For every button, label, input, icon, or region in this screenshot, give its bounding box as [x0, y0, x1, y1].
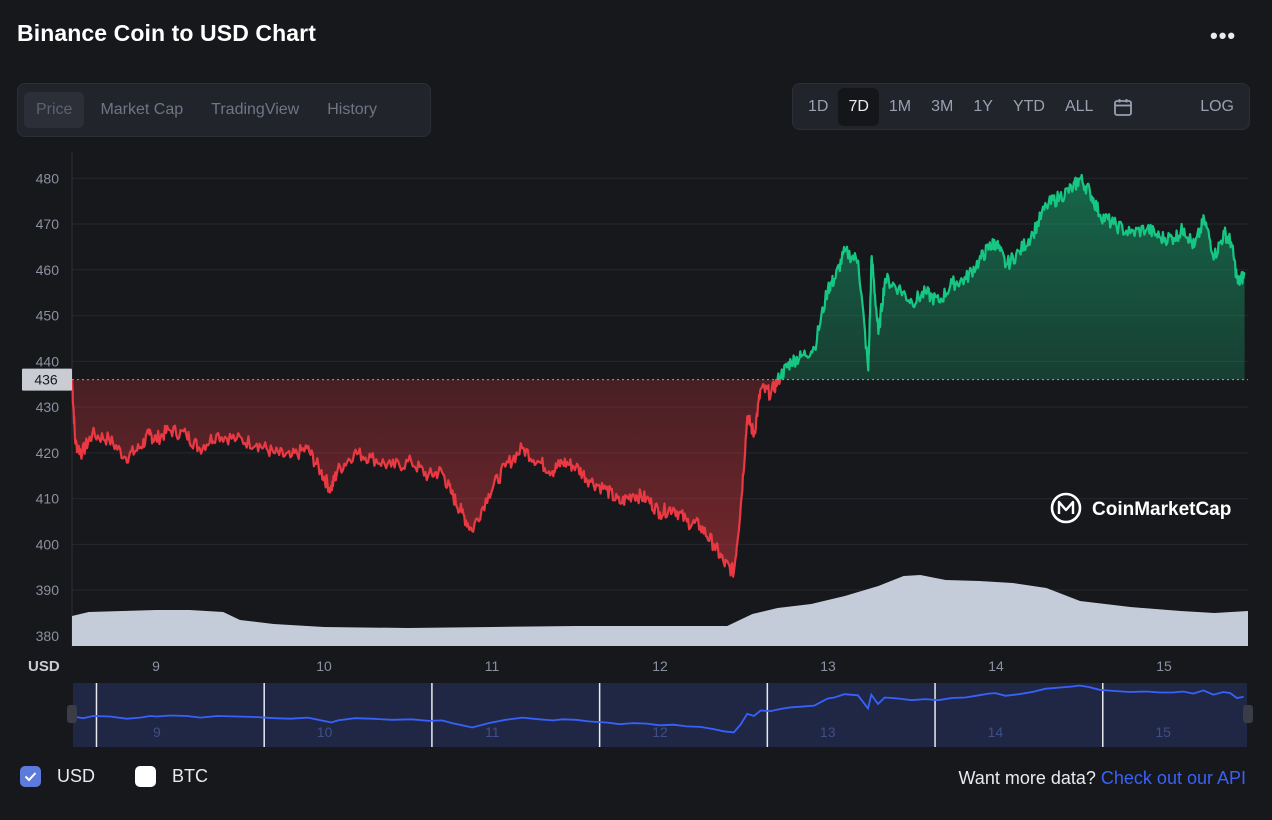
range-7d[interactable]: 7D: [838, 87, 879, 126]
x-tick-14: 14: [988, 658, 1004, 674]
x-tick-13: 13: [820, 658, 836, 674]
navigator-tick-14: 14: [988, 724, 1004, 740]
legend-usd-label: USD: [57, 766, 96, 786]
chart-title: Binance Coin to USD Chart: [17, 20, 316, 46]
price-chart: 380 390 400 410 420 430 440 450 460 470 480 436 US…: [22, 152, 1253, 747]
navigator-tick-15: 15: [1155, 724, 1171, 740]
y-axis-unit-label: USD: [28, 658, 60, 675]
usd-checkbox[interactable]: [20, 766, 41, 787]
navigator-tick-13: 13: [820, 724, 836, 740]
navigator-tick-12: 12: [652, 724, 668, 740]
y-axis: 380 390 400 410 420 430 440 450 460 470 480: [36, 170, 60, 644]
price-series: [70, 173, 1246, 578]
y-tick-440: 440: [36, 353, 60, 369]
x-tick-11: 11: [485, 658, 500, 674]
tab-price[interactable]: Price: [24, 92, 85, 128]
reference-badge: [22, 368, 72, 391]
more-data-prompt: Want more data? Check out our API: [958, 768, 1246, 789]
log-scale-toggle[interactable]: LOG: [1200, 97, 1234, 115]
range-1d[interactable]: 1D: [808, 97, 829, 115]
navigator-background: [73, 683, 1247, 747]
range-1m[interactable]: 1M: [888, 97, 912, 115]
tab-history[interactable]: History: [327, 101, 377, 118]
x-tick-10: 10: [316, 658, 332, 674]
navigator-line: [72, 684, 1244, 734]
volume-area-shape: [72, 575, 1248, 646]
navigator-handle-left[interactable]: [67, 705, 77, 723]
reference-label: 436: [34, 372, 58, 388]
y-tick-420: 420: [36, 445, 60, 461]
range-1y[interactable]: 1Y: [973, 97, 993, 115]
x-tick-9: 9: [152, 658, 160, 674]
y-tick-460: 460: [36, 262, 60, 278]
series-legend: USD BTC: [20, 766, 248, 787]
price-area-down: [72, 379, 781, 577]
y-tick-450: 450: [36, 308, 60, 324]
legend-btc-label: BTC: [172, 766, 209, 786]
tab-tradingview[interactable]: TradingView: [211, 101, 300, 118]
y-tick-400: 400: [36, 536, 60, 552]
price-area-up: [72, 174, 1245, 380]
reference-price: 436: [22, 368, 1248, 391]
calendar-icon[interactable]: [1111, 88, 1135, 126]
watermark-text: CoinMarketCap: [1092, 499, 1231, 520]
check-icon: [24, 772, 37, 782]
range-3m[interactable]: 3M: [931, 97, 954, 115]
navigator-tick-9: 9: [153, 724, 161, 740]
range-navigator[interactable]: 9 10 11 12 13 14 15: [67, 683, 1253, 747]
x-tick-15: 15: [1156, 658, 1172, 674]
api-link[interactable]: Check out our API: [1100, 768, 1246, 788]
range-ytd[interactable]: YTD: [1012, 97, 1045, 115]
y-tick-430: 430: [36, 399, 60, 415]
navigator-tick-10: 10: [317, 724, 333, 740]
chart-type-tabs: Price Market Cap TradingView History: [17, 83, 431, 137]
coinmarketcap-watermark: CoinMarketCap: [1050, 492, 1231, 524]
btc-checkbox[interactable]: [135, 766, 157, 787]
x-tick-12: 12: [652, 658, 668, 674]
legend-usd[interactable]: USD: [20, 766, 95, 787]
y-tick-470: 470: [36, 216, 60, 232]
navigator-tick-11: 11: [485, 724, 500, 740]
navigator-handle-right[interactable]: [1243, 705, 1253, 723]
volume-area: [72, 575, 1248, 646]
price-line-down: [70, 379, 782, 578]
legend-btc[interactable]: BTC: [135, 766, 208, 787]
y-tick-380: 380: [36, 628, 60, 644]
x-axis: USD 9 10 11 12 13 14 15: [28, 658, 1172, 675]
time-range-selector: 1D 7D 1M 3M 1Y YTD ALL LOG: [792, 83, 1250, 130]
price-line-up: [71, 173, 1246, 380]
y-tick-390: 390: [36, 582, 60, 598]
more-options-icon[interactable]: •••: [1210, 23, 1237, 48]
y-tick-410: 410: [36, 491, 60, 507]
range-all[interactable]: ALL: [1064, 97, 1094, 115]
y-tick-480: 480: [36, 170, 60, 186]
tab-market-cap[interactable]: Market Cap: [100, 101, 184, 118]
more-data-text: Want more data?: [958, 768, 1096, 788]
